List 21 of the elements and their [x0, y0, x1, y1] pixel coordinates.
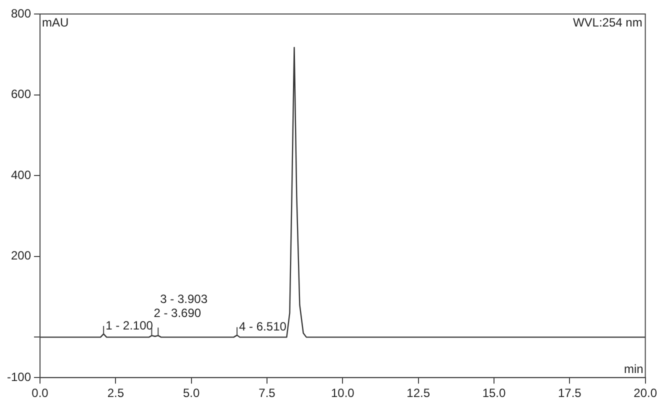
y-tick-label: 600 [10, 87, 32, 102]
annotation: 4 - 6.510 [239, 319, 287, 334]
x-tick-label: 17.5 [558, 386, 582, 400]
x-tick-label: 2.5 [107, 386, 124, 400]
x-tick-label: 15.0 [482, 386, 506, 400]
y-axis-title: mAU [42, 15, 69, 30]
x-tick-label: 10.0 [330, 386, 355, 400]
x-tick-label: 20.0 [634, 386, 658, 400]
annotation: 1 - 2.100 [106, 318, 154, 332]
annotation: WVL:254 nm [572, 15, 642, 30]
y-tick-label: 200 [10, 248, 32, 263]
x-tick-label: 7.5 [258, 386, 276, 400]
y-tick-label: -100 [6, 370, 32, 384]
x-tick-label: 5.0 [183, 386, 200, 400]
annotation: 3 - 3.903 [160, 292, 208, 306]
y-tick-label: 800 [10, 6, 32, 20]
x-tick-label: 0.0 [32, 386, 49, 400]
annotation: 2 - 3.690 [154, 306, 202, 320]
x-tick-label: 12.5 [406, 386, 430, 400]
y-tick-label: 400 [10, 168, 32, 182]
x-axis-title: min [624, 362, 644, 376]
